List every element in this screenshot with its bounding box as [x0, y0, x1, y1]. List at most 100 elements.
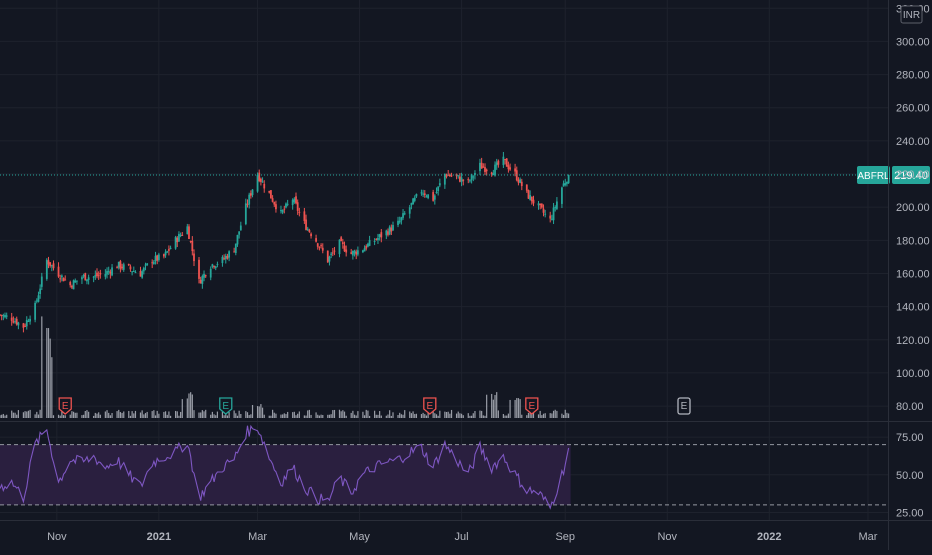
earnings-marker[interactable]: E: [219, 397, 233, 415]
currency-badge[interactable]: [900, 5, 923, 24]
volume-bar: [551, 413, 553, 418]
volume-bar: [96, 413, 98, 418]
candle-body: [270, 190, 272, 199]
candle: [221, 255, 224, 267]
volume-bar: [484, 415, 486, 418]
volume-bar: [256, 406, 259, 418]
candle-body: [119, 261, 122, 269]
candle-body: [106, 271, 108, 275]
candle-body: [233, 251, 236, 253]
candle-body: [176, 237, 179, 243]
candle-body: [5, 315, 8, 317]
candle: [236, 234, 239, 247]
candle-body: [330, 253, 333, 255]
candle-body: [413, 197, 416, 201]
volume-bar: [322, 414, 324, 418]
volume-bar: [455, 413, 458, 418]
earnings-marker-box[interactable]: [219, 397, 233, 415]
candle-body: [388, 226, 391, 235]
volume-bar: [169, 415, 172, 418]
candle-body: [164, 251, 167, 256]
candle: [14, 317, 16, 324]
volume-bar: [469, 415, 471, 418]
candle-body: [87, 277, 90, 281]
price-candles: [0, 151, 570, 333]
candle-body: [151, 262, 154, 264]
candle-body: [525, 184, 528, 191]
candle-body: [539, 203, 542, 206]
candle-body: [443, 173, 446, 185]
volume-bar: [292, 412, 294, 418]
candle-body: [152, 261, 155, 264]
candle: [45, 258, 48, 281]
candle: [320, 243, 322, 249]
candle: [495, 158, 498, 170]
candle: [234, 243, 237, 256]
earnings-marker-box[interactable]: [58, 397, 72, 415]
candle: [315, 234, 317, 243]
candle-body: [387, 231, 389, 235]
candle: [566, 181, 568, 187]
candle: [39, 284, 42, 299]
candle: [509, 163, 511, 171]
candle: [25, 316, 28, 330]
earnings-marker[interactable]: E: [677, 397, 691, 415]
candle-body: [378, 234, 381, 237]
volume-bar: [131, 411, 133, 418]
candle-body: [186, 226, 189, 235]
candle: [400, 216, 403, 225]
candle-body: [236, 234, 239, 245]
candle-body: [328, 256, 331, 262]
earnings-marker-box[interactable]: [677, 397, 691, 415]
volume-bar: [88, 411, 90, 418]
volume-bar: [399, 412, 401, 418]
volume-bar: [317, 414, 319, 418]
candle-body: [76, 280, 78, 282]
candle: [497, 159, 500, 168]
symbol-tag[interactable]: [857, 166, 890, 185]
last-price-tag[interactable]: [892, 166, 930, 185]
candle: [86, 279, 88, 285]
candle-body: [49, 262, 52, 266]
candle-body: [438, 183, 441, 186]
candle-body: [146, 263, 149, 266]
earnings-marker[interactable]: E: [58, 397, 72, 415]
candle: [333, 247, 336, 256]
candle: [35, 298, 38, 304]
volume-bar: [556, 410, 558, 418]
candle: [71, 284, 73, 289]
candle: [377, 233, 379, 244]
volume-bar: [343, 411, 346, 418]
volume-bar: [143, 414, 145, 418]
earnings-marker-box[interactable]: [423, 397, 437, 415]
candle-body: [408, 207, 411, 214]
volume-bar: [273, 412, 275, 418]
volume-bar: [238, 410, 240, 418]
volume-bar: [121, 412, 123, 418]
volume-bars: [0, 316, 570, 418]
volume-bar: [261, 407, 264, 418]
candle: [166, 250, 169, 254]
candle: [525, 184, 528, 193]
candle-body: [415, 193, 418, 197]
candle: [567, 174, 570, 184]
candle: [550, 214, 553, 221]
volume-bar: [275, 413, 277, 418]
candle: [423, 190, 426, 198]
volume-bar: [248, 415, 250, 418]
volume-bar: [128, 410, 130, 418]
volume-bar: [210, 414, 212, 418]
candle: [154, 251, 157, 265]
candle-body: [263, 183, 266, 189]
earnings-marker[interactable]: E: [423, 397, 437, 415]
volume-bar: [223, 415, 225, 418]
candle-body: [249, 193, 252, 196]
candle-body: [519, 179, 522, 183]
candle: [104, 269, 107, 280]
earnings-marker-box[interactable]: [525, 397, 539, 415]
volume-bar: [449, 413, 451, 418]
earnings-marker[interactable]: E: [525, 397, 539, 415]
